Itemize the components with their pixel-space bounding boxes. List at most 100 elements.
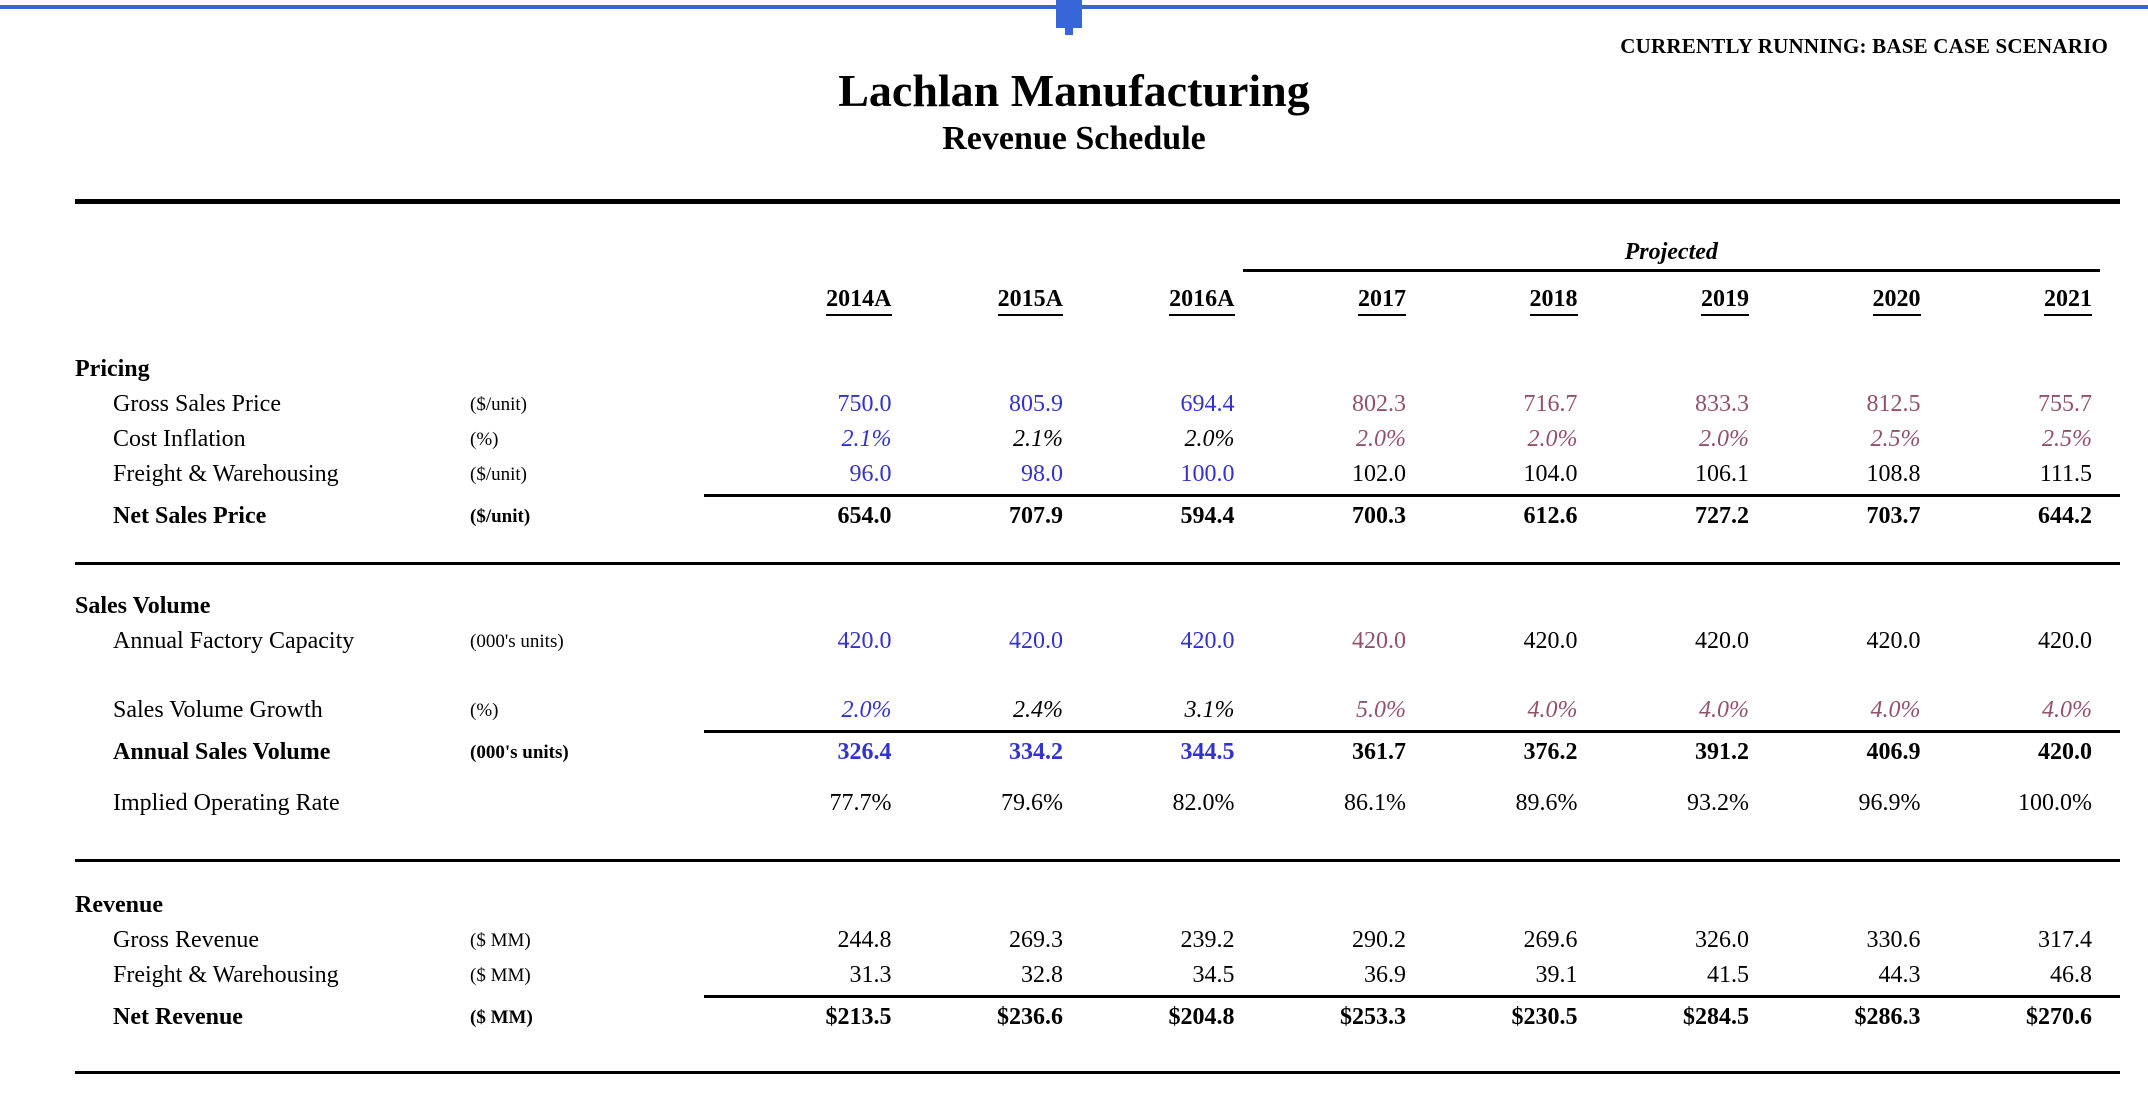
cell-value: 420.0 [837, 628, 892, 655]
cell-value: 2.0% [1527, 426, 1578, 453]
cell-value: 2.1% [841, 426, 892, 453]
cell-value: 41.5 [1707, 962, 1749, 989]
row-unit: (%) [470, 699, 499, 721]
cell-value: 334.2 [1009, 739, 1063, 766]
cell-value: 644.2 [2038, 503, 2092, 530]
row-gross-revenue: Gross Revenue ($ MM) 244.8 269.3 239.2 290.2 2… [75, 923, 2120, 958]
year-label: 2019 [1701, 286, 1749, 317]
row-unit: ($ MM) [470, 1006, 533, 1028]
row-label: Freight & Warehousing [113, 461, 339, 488]
year-label: 2015A [997, 286, 1063, 317]
cell-value: 2.0% [841, 697, 892, 724]
row-net-sales-price: Net Sales Price ($/unit) 654.0 707.9 594.4 70… [75, 499, 2120, 534]
cell-value: 100.0% [2018, 790, 2092, 817]
cell-value: 269.6 [1523, 927, 1578, 954]
section-title: Revenue [75, 892, 163, 919]
cell-value: $286.3 [1854, 1004, 1921, 1031]
row-label: Net Sales Price [113, 503, 267, 530]
year-label: 2020 [1872, 286, 1921, 317]
cell-value: 755.7 [2038, 391, 2092, 418]
section-header-revenue: Revenue [75, 888, 2120, 923]
cell-value: 317.4 [2038, 927, 2092, 954]
cell-value: 2.0% [1184, 426, 1235, 453]
row-unit: ($/unit) [470, 463, 527, 485]
cell-value: 2.5% [2042, 426, 2092, 453]
row-cost-inflation: Cost Inflation (%) 2.1% 2.1% 2.0% 2.0% 2.0% 2.0… [75, 422, 2120, 457]
cell-value: 833.3 [1695, 391, 1749, 418]
cell-value: 96.0 [849, 461, 892, 488]
cell-value: 89.6% [1515, 790, 1578, 817]
cell-value: 805.9 [1009, 391, 1063, 418]
cell-value: 31.3 [849, 962, 892, 989]
cell-value: 104.0 [1523, 461, 1578, 488]
cell-value: 703.7 [1866, 503, 1921, 530]
cell-value: 4.0% [2042, 697, 2092, 724]
cell-value: 269.3 [1009, 927, 1063, 954]
cell-value: 420.0 [1009, 628, 1063, 655]
cell-value: 2.4% [1013, 697, 1063, 724]
year-column-header-2017: 2017 [1243, 286, 1415, 317]
cell-value: $284.5 [1683, 1004, 1749, 1031]
row-annual-factory-capacity: Annual Factory Capacity (000's units) 420.… [75, 624, 2120, 659]
cell-value: $236.6 [997, 1004, 1063, 1031]
year-column-header-2015a: 2015A [900, 286, 1072, 317]
cell-value: 420.0 [1180, 628, 1235, 655]
cell-value: 727.2 [1695, 503, 1749, 530]
row-implied-operating-rate: Implied Operating Rate 77.7% 79.6% 82.0% 86.… [75, 786, 2120, 821]
row-label: Annual Sales Volume [113, 739, 331, 766]
cell-value: 3.1% [1184, 697, 1235, 724]
row-unit: (%) [470, 428, 499, 450]
subtotal-rule [704, 730, 2120, 734]
cell-value: 330.6 [1866, 927, 1921, 954]
revenue-table: Projected 2014A 2015A 2016A 2017 2018 2019 2020… [75, 232, 2120, 1075]
cell-value: 812.5 [1866, 391, 1921, 418]
cell-value: 39.1 [1535, 962, 1578, 989]
cell-value: 420.0 [1352, 628, 1406, 655]
cell-value: $253.3 [1340, 1004, 1406, 1031]
row-sales-volume-growth: Sales Volume Growth (%) 2.0% 2.4% 3.1% 5.0% 4.… [75, 693, 2120, 728]
title-rule [75, 199, 2120, 205]
cell-value: 2.0% [1356, 426, 1406, 453]
section-title: Sales Volume [75, 593, 211, 620]
cell-value: 106.1 [1695, 461, 1749, 488]
cell-value: 4.0% [1699, 697, 1749, 724]
section-header-pricing: Pricing [75, 352, 2120, 387]
cell-value: $213.5 [825, 1004, 892, 1031]
year-header-row: 2014A 2015A 2016A 2017 2018 2019 2020 2021 [75, 272, 2120, 317]
year-label: 2014A [826, 286, 892, 317]
row-unit: ($/unit) [470, 505, 531, 527]
cell-value: 716.7 [1523, 391, 1578, 418]
cell-value: 344.5 [1180, 739, 1235, 766]
cell-value: 594.4 [1180, 503, 1235, 530]
year-label: 2018 [1529, 286, 1578, 317]
row-unit: (000's units) [470, 630, 564, 652]
cell-value: 700.3 [1352, 503, 1406, 530]
cell-value: 32.8 [1021, 962, 1063, 989]
subtotal-rule [704, 494, 2120, 498]
cell-value: $204.8 [1168, 1004, 1235, 1031]
cell-value: 326.4 [837, 739, 892, 766]
cell-value: $270.6 [2026, 1004, 2092, 1031]
year-column-header-2019: 2019 [1586, 286, 1758, 317]
scroll-marker[interactable] [1056, 0, 1082, 35]
cell-value: 46.8 [2050, 962, 2092, 989]
projected-label: Projected [1242, 239, 2100, 273]
cell-value: 244.8 [837, 927, 892, 954]
row-label: Sales Volume Growth [113, 697, 323, 724]
row-label: Cost Inflation [113, 426, 246, 453]
cell-value: 420.0 [2038, 739, 2092, 766]
cell-value: 2.0% [1699, 426, 1749, 453]
row-label: Annual Factory Capacity [113, 628, 355, 655]
cell-value: 100.0 [1180, 461, 1235, 488]
subtotal-rule [704, 995, 2120, 999]
row-label: Net Revenue [113, 1004, 243, 1031]
scenario-banner: CURRENTLY RUNNING: BASE CASE SCENARIO [1620, 34, 2108, 58]
cell-value: 420.0 [2038, 628, 2092, 655]
row-unit: ($ MM) [470, 964, 531, 986]
cell-value: 420.0 [1695, 628, 1749, 655]
cell-value: 2.5% [1870, 426, 1921, 453]
row-label: Gross Sales Price [113, 391, 281, 418]
year-column-header-2021: 2021 [1929, 286, 2101, 317]
cell-value: 420.0 [1523, 628, 1578, 655]
